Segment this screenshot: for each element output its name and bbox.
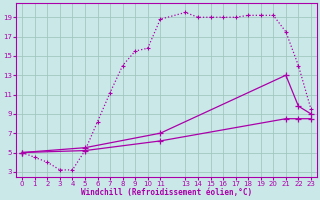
- X-axis label: Windchill (Refroidissement éolien,°C): Windchill (Refroidissement éolien,°C): [81, 188, 252, 197]
